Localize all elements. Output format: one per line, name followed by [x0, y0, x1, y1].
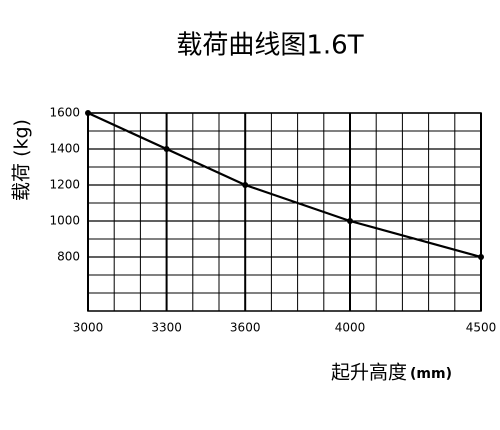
x-tick-label: 3300: [151, 321, 182, 335]
data-point: [347, 218, 353, 224]
y-tick-label: 1600: [49, 106, 80, 120]
plot-frame: [87, 112, 482, 312]
y-tick-label: 1000: [49, 214, 80, 228]
y-tick-label: 1400: [49, 142, 80, 156]
chart-title: 载荷曲线图1.6T: [176, 31, 363, 61]
data-point: [163, 146, 170, 152]
x-tick-label: 4000: [335, 321, 366, 335]
data-point: [85, 110, 91, 116]
y-tick-label: 800: [57, 250, 80, 264]
y-tick-label: 1200: [49, 178, 80, 192]
x-tick-label: 4500: [466, 321, 497, 335]
data-point: [242, 182, 249, 188]
x-tick-label: 3000: [73, 321, 104, 335]
x-axis-unit: (mm): [410, 366, 452, 382]
y-axis-label: 载荷 (kg): [11, 119, 33, 201]
x-axis-label: 起升高度: [331, 362, 407, 384]
data-point: [478, 254, 484, 260]
x-tick-label: 3600: [230, 321, 261, 335]
